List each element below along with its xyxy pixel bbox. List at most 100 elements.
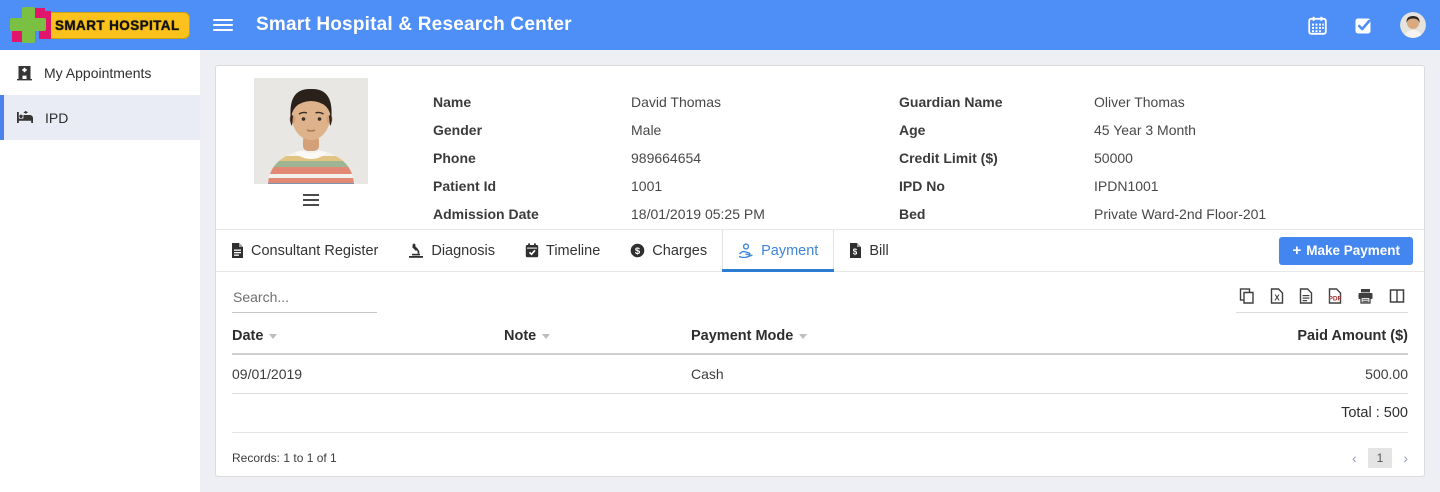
sidebar-item-ipd[interactable]: IPD xyxy=(0,95,200,140)
patient-info-section: Name David Thomas Guardian Name Oliver T… xyxy=(216,66,1424,229)
hand-coin-icon xyxy=(738,243,754,258)
current-page-button[interactable]: 1 xyxy=(1367,448,1393,468)
tab-label: Payment xyxy=(761,242,819,259)
tab-label: Diagnosis xyxy=(431,242,496,259)
patient-photo-menu-icon[interactable] xyxy=(303,194,319,206)
field-label: Name xyxy=(433,94,472,110)
svg-text:$: $ xyxy=(853,248,858,257)
column-header-payment-mode[interactable]: Payment Mode xyxy=(691,316,1168,355)
bed-icon xyxy=(16,110,34,125)
svg-text:$: $ xyxy=(635,246,641,257)
next-page-button[interactable]: › xyxy=(1403,450,1408,466)
tab-consultant-register[interactable]: Consultant Register xyxy=(216,230,393,271)
field-value: IPDN1001 xyxy=(1094,178,1159,194)
tab-diagnosis[interactable]: Diagnosis xyxy=(393,230,510,271)
field-value: 50000 xyxy=(1094,150,1133,166)
table-header-row: Date Note Payment Mode Paid Amount ($) xyxy=(232,316,1408,355)
table-row: 09/01/2019 Cash 500.00 xyxy=(232,354,1408,394)
plus-icon: + xyxy=(1292,241,1302,259)
pdf-icon[interactable]: PDF xyxy=(1328,288,1342,304)
field-label: Admission Date xyxy=(433,206,539,222)
logo-cross-icon xyxy=(9,5,51,45)
svg-text:X: X xyxy=(1274,294,1280,303)
field-label: Age xyxy=(899,122,926,138)
records-count: Records: 1 to 1 of 1 xyxy=(232,451,337,465)
calendar-check-icon xyxy=(525,243,539,258)
user-avatar[interactable] xyxy=(1400,12,1426,38)
cell-note xyxy=(504,354,691,394)
tab-bar: Consultant Register Diagnosis Timeline $… xyxy=(216,229,1424,272)
sort-icon xyxy=(542,333,551,339)
sort-icon xyxy=(799,333,808,339)
dollar-circle-icon: $ xyxy=(630,243,645,258)
header-actions xyxy=(1308,12,1440,38)
pagination: ‹ 1 › xyxy=(1352,448,1408,468)
field-label: Gender xyxy=(433,122,483,138)
field-label: Patient Id xyxy=(433,178,497,194)
sidebar-item-label: My Appointments xyxy=(44,64,152,81)
prev-page-button[interactable]: ‹ xyxy=(1351,450,1357,466)
field-value: David Thomas xyxy=(631,94,722,110)
field-value: 989664654 xyxy=(631,150,702,166)
column-header-date[interactable]: Date xyxy=(232,316,504,355)
table-toolbar: X PDF xyxy=(216,272,1424,313)
tab-label: Timeline xyxy=(546,242,601,259)
app-logo[interactable]: SMART HOSPITAL xyxy=(0,5,200,45)
sidebar: My Appointments IPD xyxy=(0,50,200,492)
total-amount: Total : 500 xyxy=(232,393,1408,433)
column-header-note[interactable]: Note xyxy=(504,316,691,355)
hospital-icon xyxy=(16,64,33,81)
csv-icon[interactable] xyxy=(1299,288,1313,304)
make-payment-label: Make Payment xyxy=(1306,242,1400,258)
field-value: 1001 xyxy=(631,178,663,194)
tab-charges[interactable]: $ Charges xyxy=(615,230,722,271)
print-icon[interactable] xyxy=(1357,288,1374,304)
field-value: 18/01/2019 05:25 PM xyxy=(631,206,765,222)
file-icon xyxy=(231,243,244,258)
cell-paid-amount: 500.00 xyxy=(1168,354,1408,394)
columns-icon[interactable] xyxy=(1389,288,1405,304)
field-label: IPD No xyxy=(899,178,945,194)
excel-icon[interactable]: X xyxy=(1270,288,1284,304)
copy-icon[interactable] xyxy=(1239,288,1255,304)
tab-label: Consultant Register xyxy=(251,242,379,259)
patient-fields: Name David Thomas Guardian Name Oliver T… xyxy=(433,92,1408,229)
top-header: SMART HOSPITAL Smart Hospital & Research… xyxy=(0,0,1440,50)
calendar-icon[interactable] xyxy=(1308,16,1327,35)
payment-table: Date Note Payment Mode Paid Amount ($) 0… xyxy=(232,316,1408,433)
patient-card: Name David Thomas Guardian Name Oliver T… xyxy=(215,65,1425,477)
tab-label: Charges xyxy=(652,242,708,259)
field-label: Bed xyxy=(899,206,926,222)
svg-text:PDF: PDF xyxy=(1329,296,1342,303)
make-payment-button[interactable]: + Make Payment xyxy=(1279,236,1413,265)
logo-text: SMART HOSPITAL xyxy=(44,11,190,39)
menu-toggle-icon[interactable] xyxy=(213,16,233,34)
tab-label: Bill xyxy=(869,242,889,259)
tab-bill[interactable]: $ Bill xyxy=(834,230,903,271)
patient-photo-block xyxy=(232,78,390,229)
microscope-icon xyxy=(408,243,424,258)
sidebar-item-my-appointments[interactable]: My Appointments xyxy=(0,50,200,95)
sort-icon xyxy=(269,333,278,339)
column-header-paid-amount[interactable]: Paid Amount ($) xyxy=(1168,316,1408,355)
bill-icon: $ xyxy=(849,243,862,258)
field-value: Oliver Thomas xyxy=(1094,94,1185,110)
field-value: Male xyxy=(631,122,662,138)
main-content: Name David Thomas Guardian Name Oliver T… xyxy=(200,50,1440,492)
table-footer: Records: 1 to 1 of 1 ‹ 1 › xyxy=(232,448,1408,468)
patient-photo xyxy=(254,78,368,184)
sidebar-item-label: IPD xyxy=(45,109,69,126)
search-input[interactable] xyxy=(232,286,377,313)
field-label: Credit Limit ($) xyxy=(899,150,998,166)
field-label: Phone xyxy=(433,150,476,166)
cell-date: 09/01/2019 xyxy=(232,354,504,394)
cell-payment-mode: Cash xyxy=(691,354,1168,394)
export-buttons: X PDF xyxy=(1236,288,1408,313)
field-value: Private Ward-2nd Floor-201 xyxy=(1094,206,1267,222)
field-label: Guardian Name xyxy=(899,94,1003,110)
table-total-row: Total : 500 xyxy=(232,393,1408,433)
tab-payment[interactable]: Payment xyxy=(722,230,835,272)
tasks-check-icon[interactable] xyxy=(1354,16,1373,35)
field-value: 45 Year 3 Month xyxy=(1094,122,1196,138)
tab-timeline[interactable]: Timeline xyxy=(510,230,615,271)
